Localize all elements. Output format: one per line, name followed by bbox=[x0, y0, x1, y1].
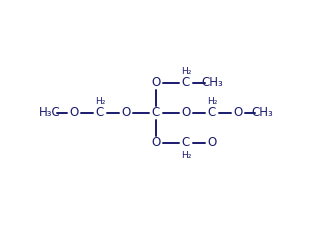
Text: CH₃: CH₃ bbox=[201, 76, 223, 89]
Text: H₂: H₂ bbox=[95, 96, 105, 106]
Text: O: O bbox=[151, 136, 161, 150]
Text: H₂: H₂ bbox=[181, 67, 191, 76]
Text: C: C bbox=[208, 106, 216, 119]
Text: O: O bbox=[207, 136, 217, 150]
Text: H₂: H₂ bbox=[207, 96, 217, 106]
Text: C: C bbox=[182, 136, 190, 150]
Text: O: O bbox=[69, 106, 79, 119]
Text: O: O bbox=[233, 106, 243, 119]
Text: CH₃: CH₃ bbox=[251, 106, 273, 119]
Text: H₂: H₂ bbox=[181, 151, 191, 160]
Text: H₃C: H₃C bbox=[39, 106, 61, 119]
Text: C: C bbox=[182, 76, 190, 89]
Text: O: O bbox=[121, 106, 131, 119]
Text: O: O bbox=[151, 76, 161, 89]
Text: C: C bbox=[96, 106, 104, 119]
Text: O: O bbox=[181, 106, 191, 119]
Text: C: C bbox=[152, 106, 160, 119]
